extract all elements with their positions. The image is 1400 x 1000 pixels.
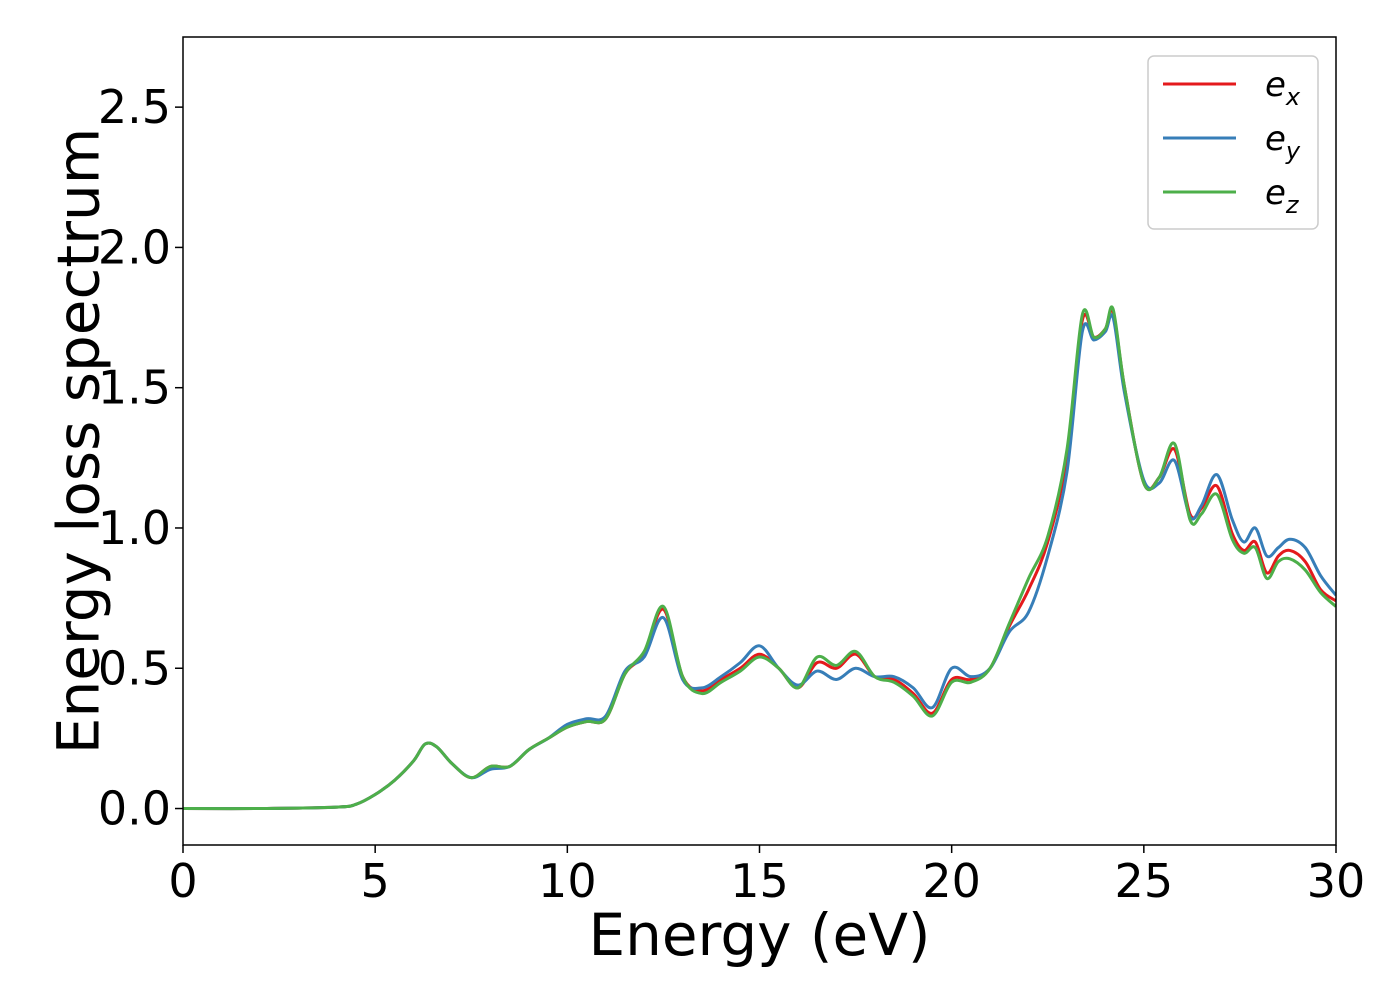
legend-label-subscript: x: [1285, 83, 1301, 111]
y-tick-label: 1.5: [98, 361, 171, 415]
plot-content: [183, 305, 1336, 811]
y-axis-label: Energy loss spectrum: [44, 128, 112, 754]
x-tick-label: 5: [361, 854, 390, 908]
series-line-ey: [183, 313, 1336, 811]
legend-label-subscript: y: [1285, 137, 1301, 165]
x-axis: 0 5 10 15 20 25 30: [168, 845, 1365, 908]
legend-label-subscript: z: [1285, 191, 1300, 219]
x-tick-label: 15: [730, 854, 789, 908]
x-tick-label: 30: [1307, 854, 1366, 908]
y-tick-label: 2.0: [98, 220, 171, 274]
legend-label-main: e: [1265, 119, 1286, 159]
x-tick-label: 25: [1115, 854, 1174, 908]
series-line-ez: [183, 305, 1336, 811]
legend-label: ex: [1265, 65, 1301, 111]
legend-label-main: e: [1265, 173, 1286, 213]
y-axis: 0.0 0.5 1.0 1.5 2.0 2.5: [98, 80, 183, 836]
y-tick-label: 0.5: [98, 641, 171, 695]
legend-label: ey: [1265, 119, 1301, 165]
y-tick-label: 2.5: [98, 80, 171, 134]
legend-label: ez: [1265, 173, 1300, 219]
x-tick-label: 0: [168, 854, 197, 908]
legend-box: [1147, 55, 1319, 230]
y-tick-label: 0.0: [98, 782, 171, 836]
legend-label-main: e: [1265, 65, 1286, 105]
x-tick-label: 20: [922, 854, 981, 908]
y-tick-label: 1.0: [98, 501, 171, 555]
x-axis-label: Energy (eV): [588, 901, 930, 969]
x-tick-label: 10: [538, 854, 597, 908]
series-line-ex: [183, 308, 1336, 811]
